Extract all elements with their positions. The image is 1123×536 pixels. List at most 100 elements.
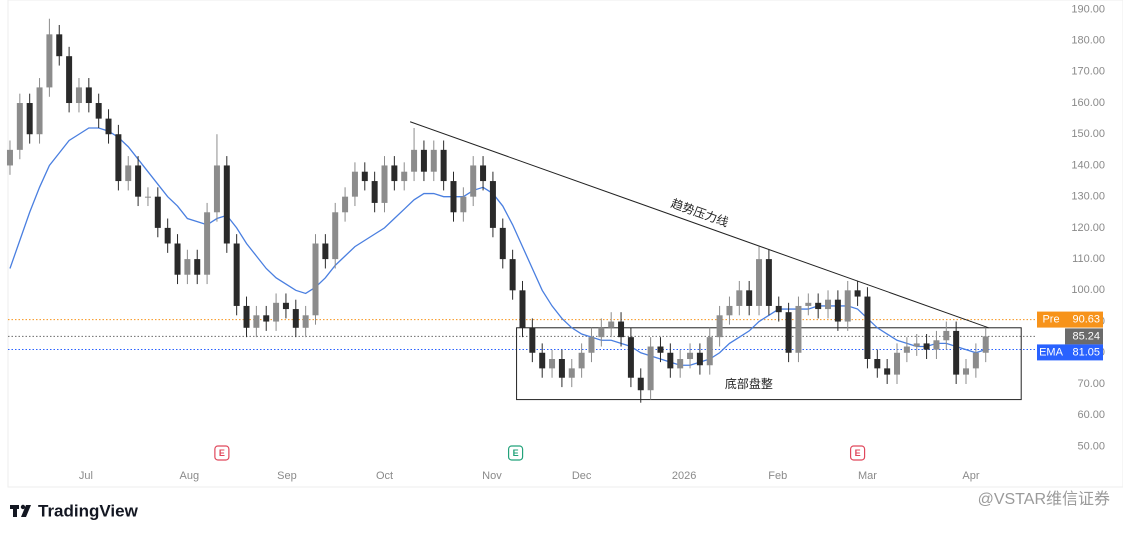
candle-body: [864, 296, 871, 360]
trendline: [409, 121, 989, 329]
brand: TradingView: [38, 501, 139, 520]
x-tick-label: Feb: [768, 470, 787, 482]
candle-body: [480, 165, 487, 182]
candle-body: [95, 103, 102, 119]
price-name: Pre: [1042, 313, 1059, 325]
candle-body: [273, 302, 280, 322]
y-tick-label: 100.00: [1071, 284, 1105, 296]
candle-body: [578, 352, 585, 369]
x-tick-label: 2026: [672, 470, 696, 482]
candle-body: [440, 149, 447, 182]
candle-body: [815, 302, 822, 310]
candle-body: [716, 315, 723, 338]
event-label: E: [855, 448, 861, 458]
candle-body: [243, 305, 250, 328]
candle-body: [302, 315, 309, 328]
candle-body: [568, 368, 575, 378]
x-tick-label: Nov: [482, 470, 502, 482]
candle-body: [637, 377, 644, 391]
candle-body: [972, 352, 979, 369]
event-marker: [214, 445, 230, 461]
candle-body: [144, 196, 151, 198]
candle-body: [558, 359, 565, 378]
candle-body: [953, 330, 960, 375]
candle-body: [36, 87, 43, 135]
candle-body: [263, 315, 270, 322]
candle-body: [342, 196, 349, 213]
price-name: EMA: [1039, 346, 1064, 358]
candle-body: [282, 302, 289, 310]
candle-body: [982, 336, 989, 353]
candle-body: [795, 305, 802, 353]
candle-body: [194, 259, 201, 275]
candle-body: [125, 165, 132, 182]
candle-body: [963, 368, 970, 375]
candle-body: [834, 299, 841, 322]
candle-body: [746, 290, 753, 306]
y-tick-label: 60.00: [1077, 409, 1105, 421]
price-name-box: [1037, 344, 1065, 361]
candle-body: [509, 259, 516, 291]
y-tick-label: 50.00: [1077, 440, 1105, 452]
candle-body: [56, 34, 63, 57]
x-tick-label: Mar: [858, 470, 877, 482]
y-tick-label: 180.00: [1071, 34, 1105, 46]
candle-body: [460, 196, 467, 213]
candle-body: [6, 149, 13, 166]
candle-body: [756, 259, 763, 306]
candle-body: [549, 359, 556, 369]
price-value: 85.24: [1072, 330, 1100, 342]
ema-line: [9, 127, 986, 366]
y-tick-label: 110.00: [1072, 253, 1105, 265]
candle-body: [184, 259, 191, 275]
candle-body: [223, 165, 230, 244]
candle-body: [706, 337, 713, 366]
candle-body: [115, 134, 122, 182]
candle-body: [539, 352, 546, 369]
candle-body: [618, 321, 625, 338]
candle-body: [75, 87, 82, 104]
candle-body: [401, 171, 408, 182]
candle-body: [204, 212, 211, 275]
candle-body: [943, 330, 950, 341]
price-label-box: [1065, 328, 1103, 345]
candle-body: [825, 299, 832, 310]
candle-body: [135, 165, 142, 197]
y-tick-label: 70.00: [1077, 378, 1105, 390]
range-box-label: 底部盘整: [725, 376, 773, 391]
candle-body: [489, 181, 496, 228]
candle-body: [529, 327, 536, 353]
candle-body: [105, 118, 112, 135]
x-tick-label: Dec: [572, 470, 592, 482]
candle-body: [687, 352, 694, 360]
candle-body: [519, 290, 526, 328]
y-tick-label: 170.00: [1071, 66, 1105, 78]
candle-body: [450, 181, 457, 213]
candle-body: [647, 346, 654, 391]
candle-body: [884, 368, 891, 375]
event-label: E: [219, 448, 225, 458]
candle-body: [923, 343, 930, 350]
price-value: 90.63: [1072, 313, 1100, 325]
candle-body: [233, 243, 240, 306]
candle-body: [499, 227, 506, 260]
candle-body: [903, 346, 910, 353]
price-value: 81.05: [1072, 346, 1100, 358]
candle-body: [894, 352, 901, 375]
y-tick-label: 190.00: [1071, 3, 1105, 15]
candle-body: [805, 302, 812, 306]
tv-logo: [10, 504, 31, 517]
candle-body: [608, 321, 615, 328]
candle-body: [657, 346, 664, 353]
candle-body: [726, 305, 733, 316]
candle-body: [292, 309, 299, 328]
candle-body: [785, 312, 792, 353]
candle-body: [598, 327, 605, 338]
candle-body: [253, 315, 260, 328]
price-name-box: [1037, 311, 1065, 328]
candle-body: [351, 171, 358, 197]
candle-body: [913, 343, 920, 347]
candle-body: [470, 165, 477, 197]
x-tick-label: Sep: [277, 470, 297, 482]
event-marker: [507, 445, 524, 461]
